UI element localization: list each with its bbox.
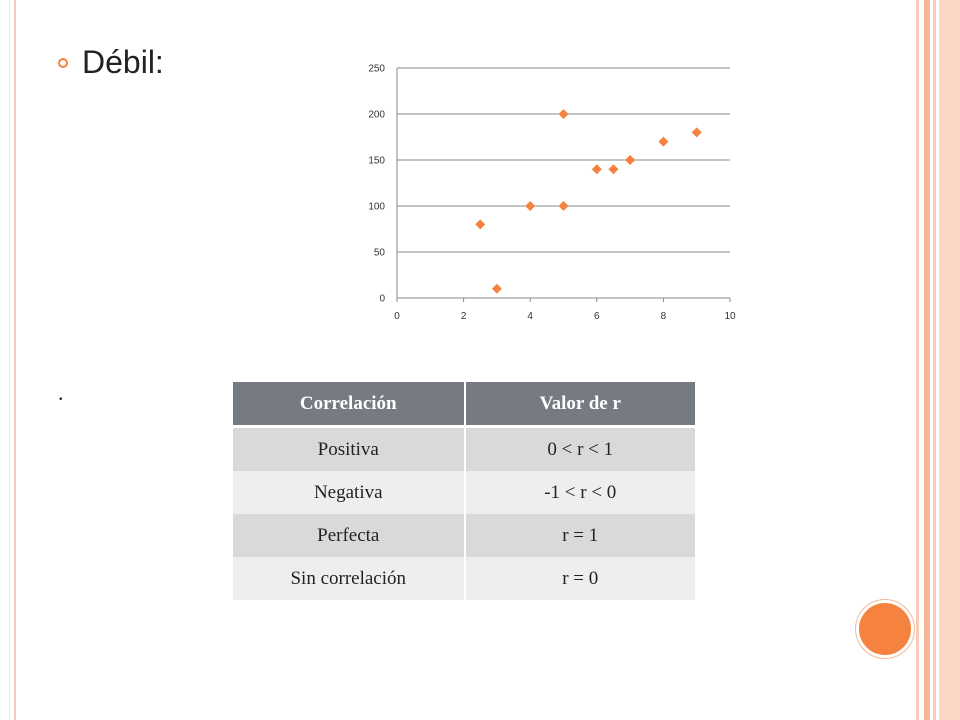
slide-frame-line [14, 0, 16, 720]
x-tick-label: 10 [724, 311, 736, 322]
data-point-diamond [491, 283, 502, 294]
cell-correlation-type: Perfecta [233, 514, 466, 557]
x-tick-label: 0 [394, 311, 400, 322]
x-axis-ticks: 0 2 4 6 8 10 [394, 311, 736, 322]
x-tick-label: 8 [661, 311, 667, 322]
table-header-row: Correlación Valor de r [233, 382, 697, 428]
cell-correlation-type: Positiva [233, 426, 466, 471]
data-point-diamond [558, 109, 569, 119]
cell-r-value: -1 < r < 0 [464, 471, 697, 514]
table-row: Positiva 0 < r < 1 [233, 426, 697, 471]
y-tick-label: 0 [379, 294, 385, 305]
header-correlacion: Correlación [233, 382, 466, 428]
data-point-diamond [691, 127, 702, 138]
slide-frame-line-outer [9, 0, 10, 720]
correlation-table: Correlación Valor de r Positiva 0 < r < … [233, 382, 697, 600]
y-tick-label: 150 [368, 156, 385, 167]
data-point-diamond [591, 164, 602, 175]
data-point-diamond [658, 136, 669, 147]
stray-period: . [58, 380, 64, 405]
y-tick-label: 250 [368, 64, 385, 75]
data-point-diamond [558, 201, 569, 211]
table-row: Negativa -1 < r < 0 [233, 471, 697, 514]
data-point-diamond [608, 164, 619, 175]
cell-correlation-type: Negativa [233, 471, 466, 514]
cell-r-value: r = 0 [464, 557, 697, 600]
cell-correlation-type: Sin correlación [233, 557, 466, 600]
table-row: Sin correlación r = 0 [233, 557, 697, 600]
cell-r-value: r = 1 [464, 514, 697, 557]
decorative-circle [856, 600, 914, 658]
y-tick-label: 50 [374, 248, 386, 259]
bullet-item: Débil: [58, 44, 164, 81]
x-tick-label: 4 [527, 311, 533, 322]
x-tick-label: 6 [594, 311, 600, 322]
scatter-chart: 0 50 100 150 200 250 0 2 4 6 8 10 [368, 64, 736, 323]
data-point-diamond [475, 219, 486, 230]
header-valor-r: Valor de r [464, 382, 697, 428]
slide-right-border [916, 0, 960, 720]
y-tick-label: 200 [368, 110, 385, 121]
x-tick-label: 2 [461, 311, 467, 322]
chart-grid [396, 67, 731, 302]
y-tick-label: 100 [368, 202, 385, 213]
data-point-diamond [525, 201, 536, 211]
data-points [475, 109, 702, 294]
table-row: Perfecta r = 1 [233, 514, 697, 557]
data-point-diamond [625, 155, 636, 165]
bullet-text: Débil: [82, 44, 164, 80]
bullet-ring-icon [58, 57, 68, 68]
y-axis-ticks: 0 50 100 150 200 250 [368, 64, 385, 305]
cell-r-value: 0 < r < 1 [464, 426, 697, 471]
